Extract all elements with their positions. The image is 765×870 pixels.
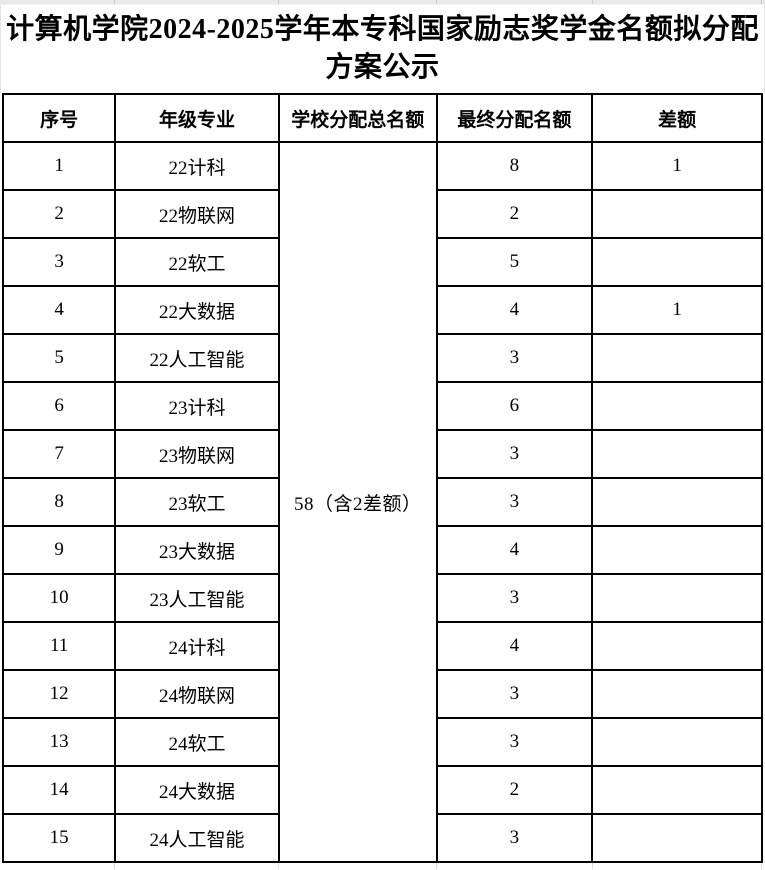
diff-cell (591, 765, 763, 815)
row-number-cell: 8 (1, 477, 117, 527)
table-row: 7 23物联网 3 (1, 429, 763, 479)
row-number-cell: 9 (1, 525, 117, 575)
final-count-cell: 3 (435, 429, 594, 479)
gridline-tick (436, 863, 437, 869)
major-cell: 24人工智能 (114, 813, 280, 863)
spreadsheet-gridline-strip (0, 0, 765, 5)
row-number-cell: 10 (1, 573, 117, 623)
table-row: 4 22大数据 4 1 (1, 285, 763, 335)
table-row: 8 23软工 3 (1, 477, 763, 527)
major-cell: 23计科 (114, 381, 280, 431)
table-row: 9 23大数据 4 (1, 525, 763, 575)
final-count-cell: 3 (435, 573, 594, 623)
header-diff: 差额 (591, 93, 763, 143)
header-no: 序号 (1, 93, 117, 143)
row-number-cell: 15 (1, 813, 117, 863)
table-row: 5 22人工智能 3 (1, 333, 763, 383)
final-count-cell: 5 (435, 237, 594, 287)
diff-cell (591, 429, 763, 479)
diff-cell: 1 (591, 141, 763, 191)
major-cell: 24计科 (114, 621, 280, 671)
table-row: 3 22软工 5 (1, 237, 763, 287)
row-number-cell: 5 (1, 333, 117, 383)
table-row: 10 23人工智能 3 (1, 573, 763, 623)
final-count-cell: 3 (435, 669, 594, 719)
allocation-table: 序号 年级专业 学校分配总名额 最终分配名额 差额 1 22计科 58（含2差额… (1, 93, 763, 863)
diff-cell (591, 237, 763, 287)
gridline-tick (278, 863, 279, 869)
final-count-cell: 2 (435, 189, 594, 239)
row-number-cell: 2 (1, 189, 117, 239)
diff-cell (591, 477, 763, 527)
diff-cell: 1 (591, 285, 763, 335)
final-count-cell: 3 (435, 477, 594, 527)
total-quota-cell: 58（含2差额） (277, 141, 438, 863)
major-cell: 22物联网 (114, 189, 280, 239)
major-cell: 22软工 (114, 237, 280, 287)
gridline-tick (114, 0, 115, 4)
table-row: 12 24物联网 3 (1, 669, 763, 719)
header-final: 最终分配名额 (435, 93, 594, 143)
major-cell: 23软工 (114, 477, 280, 527)
diff-cell (591, 669, 763, 719)
gridline-tick (761, 0, 762, 4)
document-title-block: 计算机学院2024-2025学年本专科国家励志奖学金名额拟分配 方案公示 (0, 5, 765, 93)
gridline-tick (761, 863, 762, 869)
final-count-cell: 6 (435, 381, 594, 431)
gridline-tick (436, 0, 437, 4)
diff-cell (591, 573, 763, 623)
page-title-line2: 方案公示 (325, 52, 440, 83)
row-number-cell: 4 (1, 285, 117, 335)
header-total: 学校分配总名额 (277, 93, 438, 143)
table-header-row: 序号 年级专业 学校分配总名额 最终分配名额 差额 (1, 93, 763, 143)
final-count-cell: 3 (435, 813, 594, 863)
diff-cell (591, 717, 763, 767)
gridline-tick (278, 0, 279, 4)
row-number-cell: 3 (1, 237, 117, 287)
row-number-cell: 11 (1, 621, 117, 671)
row-number-cell: 12 (1, 669, 117, 719)
table-row: 11 24计科 4 (1, 621, 763, 671)
major-cell: 22大数据 (114, 285, 280, 335)
final-count-cell: 3 (435, 717, 594, 767)
final-count-cell: 8 (435, 141, 594, 191)
major-cell: 23人工智能 (114, 573, 280, 623)
major-cell: 23大数据 (114, 525, 280, 575)
table-row: 14 24大数据 2 (1, 765, 763, 815)
major-cell: 24软工 (114, 717, 280, 767)
page-title-line1: 计算机学院2024-2025学年本专科国家励志奖学金名额拟分配 (6, 14, 759, 45)
gridline-tick (592, 863, 593, 869)
major-cell: 23物联网 (114, 429, 280, 479)
row-number-cell: 1 (1, 141, 117, 191)
table-row: 6 23计科 6 (1, 381, 763, 431)
final-count-cell: 4 (435, 285, 594, 335)
gridline-tick (114, 863, 115, 869)
final-count-cell: 4 (435, 525, 594, 575)
final-count-cell: 2 (435, 765, 594, 815)
row-number-cell: 6 (1, 381, 117, 431)
diff-cell (591, 813, 763, 863)
table-row: 1 22计科 58（含2差额） 8 1 (1, 141, 763, 863)
diff-cell (591, 189, 763, 239)
table-row: 2 22物联网 2 (1, 189, 763, 239)
gridline-tick (592, 0, 593, 4)
spreadsheet-gridline-strip-bottom (0, 863, 765, 869)
major-cell: 22计科 (114, 141, 280, 191)
row-number-cell: 14 (1, 765, 117, 815)
final-count-cell: 4 (435, 621, 594, 671)
diff-cell (591, 333, 763, 383)
major-cell: 22人工智能 (114, 333, 280, 383)
final-count-cell: 3 (435, 333, 594, 383)
major-cell: 24物联网 (114, 669, 280, 719)
table-row: 13 24软工 3 (1, 717, 763, 767)
diff-cell (591, 621, 763, 671)
diff-cell (591, 525, 763, 575)
table-row: 15 24人工智能 3 (1, 813, 763, 863)
row-number-cell: 7 (1, 429, 117, 479)
diff-cell (591, 381, 763, 431)
row-number-cell: 13 (1, 717, 117, 767)
header-major: 年级专业 (114, 93, 280, 143)
major-cell: 24大数据 (114, 765, 280, 815)
